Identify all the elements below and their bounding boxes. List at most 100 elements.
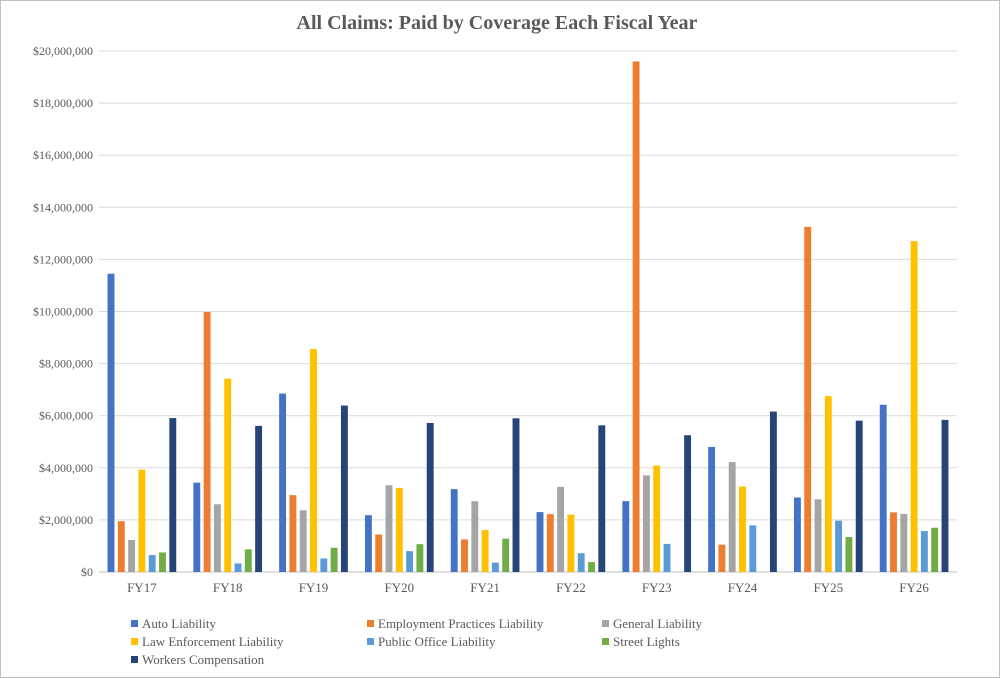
bar-fy18-general-liability (213, 504, 221, 572)
bar-fy17-public-office-liability (148, 555, 156, 572)
legend-label: Workers Compensation (142, 652, 265, 667)
bar-fy19-public-office-liability (320, 558, 328, 572)
bars (107, 61, 949, 573)
legend-swatch (131, 656, 138, 663)
bar-fy17-street-lights (159, 552, 166, 572)
y-axis-ticks: $0 $2,000,000 $4,000,000 $6,000,000 $8,000,0… (33, 44, 93, 579)
x-tick-label: FY24 (728, 580, 758, 595)
bar-fy20-employment-practices-liability (375, 534, 383, 572)
bar-fy20-street-lights (416, 544, 424, 572)
bar-fy17-employment-practices-liability (117, 521, 125, 572)
y-tick-label: $6,000,000 (39, 409, 93, 423)
bar-fy21-law-enforcement-liability (481, 530, 489, 572)
legend: Auto Liability Employment Practices Liabi… (131, 616, 703, 667)
x-tick-label: FY23 (642, 580, 672, 595)
bar-fy23-public-office-liability (663, 543, 671, 572)
bar-fy18-public-office-liability (234, 563, 242, 572)
x-tick-label: FY20 (384, 580, 414, 595)
bar-fy25-general-liability (814, 499, 822, 572)
bar-fy18-workers-compensation (255, 425, 263, 572)
bar-fy22-employment-practices-liability (546, 514, 554, 572)
bar-fy19-street-lights (330, 547, 338, 572)
bar-fy26-general-liability (900, 513, 908, 572)
bar-fy25-employment-practices-liability (804, 226, 812, 572)
bar-fy23-law-enforcement-liability (653, 465, 661, 572)
bar-fy19-general-liability (299, 510, 307, 572)
bar-fy17-general-liability (128, 539, 136, 572)
legend-swatch (367, 620, 374, 627)
bar-fy17-law-enforcement-liability (138, 469, 146, 572)
bar-fy20-public-office-liability (406, 551, 414, 572)
legend-label: Law Enforcement Liability (142, 634, 284, 649)
bar-fy18-auto-liability (193, 482, 201, 572)
bar-fy24-employment-practices-liability (718, 544, 726, 572)
y-tick-label: $8,000,000 (39, 357, 93, 371)
bar-fy19-employment-practices-liability (289, 495, 297, 572)
bar-fy25-public-office-liability (835, 520, 843, 572)
bar-fy17-workers-compensation (169, 418, 177, 572)
bar-fy22-general-liability (557, 486, 565, 572)
bar-fy21-general-liability (471, 501, 479, 572)
legend-label: General Liability (613, 616, 703, 631)
legend-label: Auto Liability (142, 616, 217, 631)
bar-fy19-law-enforcement-liability (310, 349, 317, 572)
y-tick-label: $4,000,000 (39, 461, 93, 475)
x-tick-label: FY19 (299, 580, 329, 595)
chart-title: All Claims: Paid by Coverage Each Fiscal… (297, 12, 698, 34)
x-axis-ticks: FY17 FY18 FY19 FY20 FY21 FY22 FY23 FY24 FY25 FY26 (127, 580, 929, 595)
legend-swatch (131, 620, 138, 627)
y-tick-label: $16,000,000 (33, 148, 93, 162)
legend-swatch (602, 638, 609, 645)
bar-fy20-auto-liability (364, 515, 372, 572)
bar-fy22-auto-liability (536, 512, 544, 572)
bar-fy21-workers-compensation (512, 418, 520, 572)
bar-fy25-auto-liability (793, 497, 801, 572)
bar-fy22-street-lights (588, 562, 595, 572)
x-tick-label: FY17 (127, 580, 157, 595)
bar-fy20-general-liability (385, 485, 393, 572)
bar-fy22-public-office-liability (577, 553, 585, 572)
legend-swatch (367, 638, 374, 645)
legend-label: Public Office Liability (378, 634, 496, 649)
x-tick-label: FY22 (556, 580, 586, 595)
legend-swatch (131, 638, 138, 645)
bar-fy19-workers-compensation (340, 405, 348, 572)
bar-fy26-law-enforcement-liability (910, 241, 918, 573)
bar-fy21-employment-practices-liability (461, 539, 468, 572)
bar-fy18-street-lights (244, 549, 252, 572)
y-tick-label: $18,000,000 (33, 96, 93, 110)
bar-fy21-auto-liability (450, 489, 458, 572)
x-tick-label: FY26 (899, 580, 929, 595)
y-tick-label: $12,000,000 (33, 252, 93, 266)
legend-label: Street Lights (613, 634, 680, 649)
bar-fy24-auto-liability (708, 446, 716, 572)
bar-fy26-auto-liability (879, 404, 887, 572)
y-tick-label: $14,000,000 (33, 200, 93, 214)
y-tick-label: $2,000,000 (39, 513, 93, 527)
bar-fy22-law-enforcement-liability (567, 514, 575, 572)
bar-fy26-employment-practices-liability (890, 512, 897, 572)
bar-fy17-auto-liability (107, 273, 115, 572)
bar-fy24-public-office-liability (749, 525, 757, 572)
y-tick-label: $0 (81, 565, 93, 579)
bar-fy21-street-lights (502, 538, 510, 572)
bar-fy23-employment-practices-liability (632, 61, 640, 573)
bar-fy23-general-liability (642, 475, 650, 572)
bar-fy26-public-office-liability (920, 531, 928, 572)
y-tick-label: $10,000,000 (33, 305, 93, 319)
bar-fy24-law-enforcement-liability (739, 486, 746, 572)
bar-fy20-law-enforcement-liability (395, 487, 403, 572)
gridlines (99, 50, 957, 573)
bar-fy23-workers-compensation (684, 435, 692, 572)
y-tick-label: $20,000,000 (33, 44, 93, 58)
bar-fy18-law-enforcement-liability (224, 378, 232, 572)
legend-label: Employment Practices Liability (378, 616, 544, 631)
legend-swatch (602, 620, 609, 627)
bar-fy20-workers-compensation (426, 422, 434, 572)
bar-fy23-auto-liability (622, 501, 630, 572)
bar-fy25-workers-compensation (855, 420, 863, 572)
x-tick-label: FY21 (470, 580, 500, 595)
bar-fy21-public-office-liability (491, 562, 499, 572)
